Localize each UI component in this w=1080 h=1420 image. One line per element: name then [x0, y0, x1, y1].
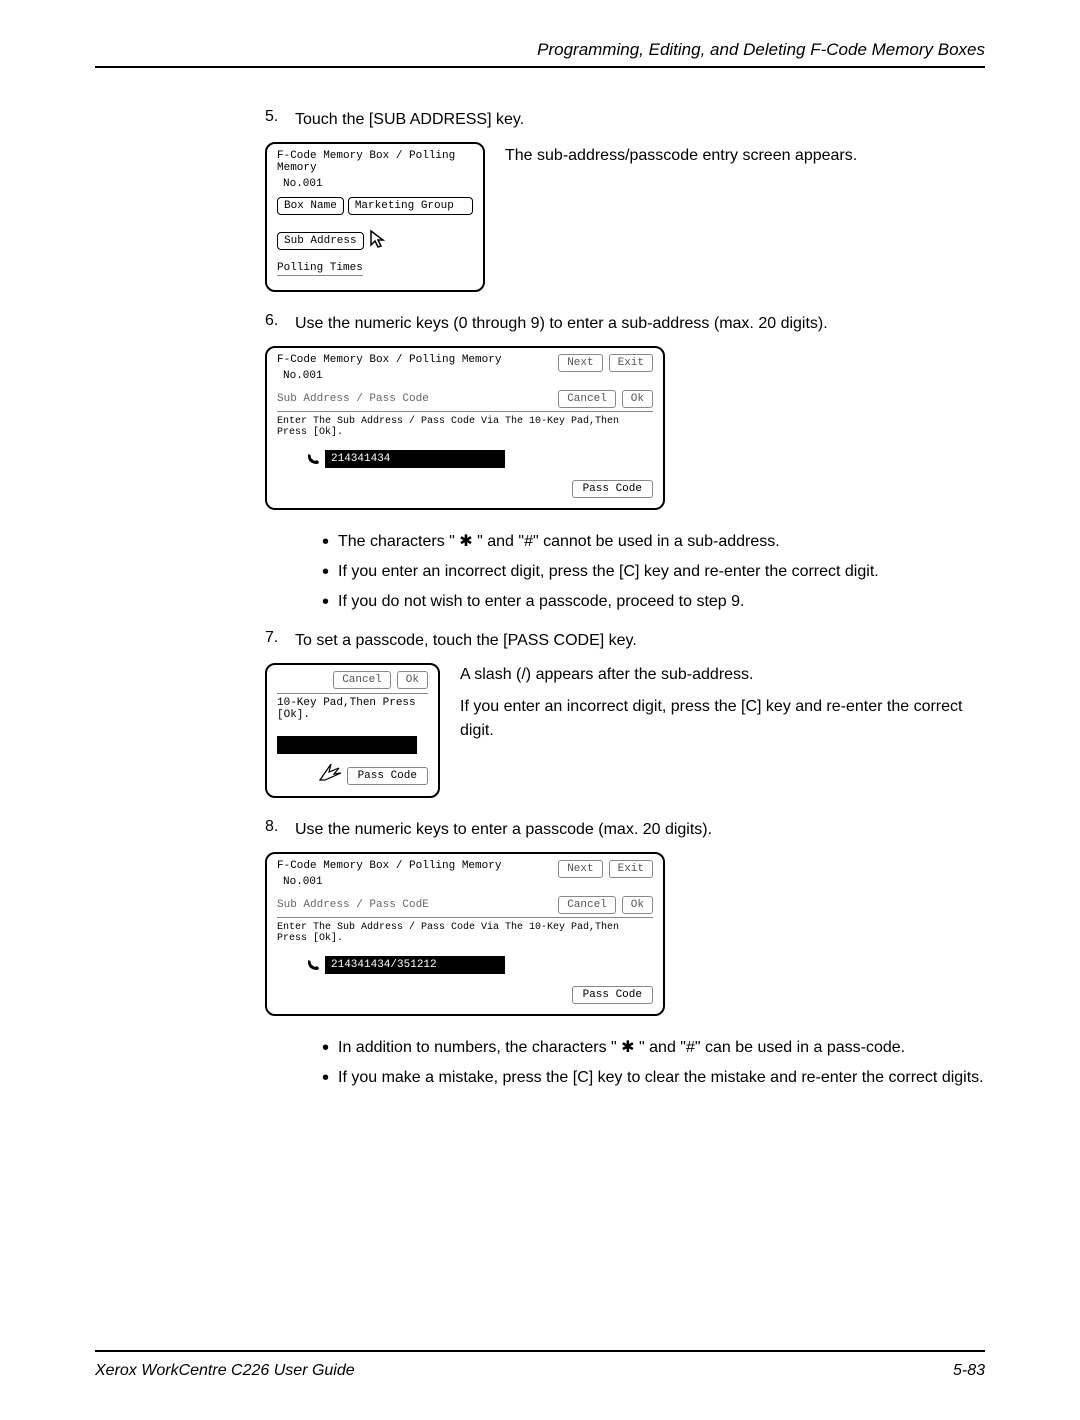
bullet-dot: • [313, 560, 338, 584]
step-text: Use the numeric keys to enter a passcode… [295, 818, 712, 842]
box-name-value: Marketing Group [348, 197, 473, 215]
polling-times-label: Polling Times [277, 262, 363, 276]
cancel-button[interactable]: Cancel [333, 671, 391, 689]
bullet-dot: • [313, 530, 338, 554]
step-text: To set a passcode, touch the [PASS CODE]… [295, 629, 637, 653]
bullet-text: The characters " ✱ " and "#" cannot be u… [338, 530, 780, 554]
step-5: 5. Touch the [SUB ADDRESS] key. [265, 108, 985, 132]
panel-title: F-Code Memory Box / Polling Memory [277, 860, 501, 872]
screen-panel-box-name: F-Code Memory Box / Polling Memory No.00… [265, 142, 485, 292]
step-num: 7. [265, 629, 295, 653]
pass-code-button[interactable]: Pass Code [347, 767, 428, 785]
header-title: Programming, Editing, and Deleting F-Cod… [95, 40, 985, 60]
step-num: 6. [265, 312, 295, 336]
page-header: Programming, Editing, and Deleting F-Cod… [95, 40, 985, 68]
box-name-label: Box Name [277, 197, 344, 215]
bullet-item: •In addition to numbers, the characters … [313, 1036, 985, 1060]
bullet-item: •If you do not wish to enter a passcode,… [313, 590, 985, 614]
step-7: 7. To set a passcode, touch the [PASS CO… [265, 629, 985, 653]
step5-side-text: The sub-address/passcode entry screen ap… [505, 142, 985, 168]
panel-no: No.001 [277, 876, 501, 888]
phone-icon [307, 453, 321, 465]
screen-panel-passcode-entry: F-Code Memory Box / Polling Memory No.00… [265, 852, 665, 1016]
instruction-text: Enter The Sub Address / Pass Code Via Th… [277, 416, 653, 438]
bullet-dot: • [313, 590, 338, 614]
sub-label: Sub Address / Pass Code [277, 393, 429, 405]
bullet-dot: • [313, 1036, 338, 1060]
ok-button[interactable]: Ok [397, 671, 428, 689]
instruction-text: Enter The Sub Address / Pass Code Via Th… [277, 922, 653, 944]
page-footer: Xerox WorkCentre C226 User Guide 5-83 [95, 1350, 985, 1380]
phone-icon [307, 959, 321, 971]
cancel-button[interactable]: Cancel [558, 896, 616, 914]
step-8: 8. Use the numeric keys to enter a passc… [265, 818, 985, 842]
ok-button[interactable]: Ok [622, 390, 653, 408]
panel-title: F-Code Memory Box / Polling Memory [277, 354, 501, 366]
step-num: 5. [265, 108, 295, 132]
panel-b-wrap: F-Code Memory Box / Polling Memory No.00… [265, 346, 985, 510]
bullets-after-step6: •The characters " ✱ " and "#" cannot be … [313, 530, 985, 614]
bullet-item: •The characters " ✱ " and "#" cannot be … [313, 530, 985, 554]
step-6: 6. Use the numeric keys (0 through 9) to… [265, 312, 985, 336]
footer-left: Xerox WorkCentre C226 User Guide [95, 1362, 355, 1380]
next-button[interactable]: Next [558, 860, 602, 878]
panel-title: F-Code Memory Box / Polling Memory [277, 150, 473, 174]
panel-no: No.001 [277, 370, 501, 382]
passcode-input[interactable]: 214341434/351212 [325, 956, 505, 974]
step-num: 8. [265, 818, 295, 842]
ok-button[interactable]: Ok [622, 896, 653, 914]
pass-code-button[interactable]: Pass Code [572, 986, 653, 1004]
panel-no: No.001 [277, 178, 473, 190]
bullet-dot: • [313, 1066, 338, 1090]
cursor-icon [368, 228, 390, 254]
step7-side-text-1: A slash (/) appears after the sub-addres… [460, 663, 985, 687]
step7-side-text-2: If you enter an incorrect digit, press t… [460, 695, 985, 743]
screen-panel-passcode-partial: Cancel Ok 10-Key Pad,Then Press [Ok]. Pa… [265, 663, 440, 798]
bullet-text: If you make a mistake, press the [C] key… [338, 1066, 984, 1090]
sub-address-row: Sub Address [277, 228, 473, 254]
bullet-text: If you do not wish to enter a passcode, … [338, 590, 744, 614]
subaddress-input[interactable]: 214341434 [325, 450, 505, 468]
passcode-input[interactable] [277, 736, 417, 754]
step-text: Use the numeric keys (0 through 9) to en… [295, 312, 828, 336]
sub-address-button[interactable]: Sub Address [277, 232, 364, 250]
next-button[interactable]: Next [558, 354, 602, 372]
panel-d-wrap: Cancel Ok 10-Key Pad,Then Press [Ok]. Pa… [265, 663, 985, 798]
box-name-row: Box Name Marketing Group [277, 194, 473, 218]
panel-a-wrap: F-Code Memory Box / Polling Memory No.00… [265, 142, 985, 292]
instruction-text: 10-Key Pad,Then Press [Ok]. [277, 693, 428, 721]
bullet-item: •If you enter an incorrect digit, press … [313, 560, 985, 584]
bullets-after-step8: •In addition to numbers, the characters … [313, 1036, 985, 1090]
exit-button[interactable]: Exit [609, 354, 653, 372]
bullet-item: •If you make a mistake, press the [C] ke… [313, 1066, 985, 1090]
footer-right: 5-83 [953, 1362, 985, 1380]
sub-label: Sub Address / Pass CodE [277, 899, 429, 911]
pass-code-button[interactable]: Pass Code [572, 480, 653, 498]
cancel-button[interactable]: Cancel [558, 390, 616, 408]
exit-button[interactable]: Exit [609, 860, 653, 878]
screen-panel-subaddress-entry: F-Code Memory Box / Polling Memory No.00… [265, 346, 665, 510]
arrow-icon [317, 760, 343, 786]
step-text: Touch the [SUB ADDRESS] key. [295, 108, 524, 132]
bullet-text: In addition to numbers, the characters "… [338, 1036, 905, 1060]
bullet-text: If you enter an incorrect digit, press t… [338, 560, 879, 584]
panel-c-wrap: F-Code Memory Box / Polling Memory No.00… [265, 852, 985, 1016]
